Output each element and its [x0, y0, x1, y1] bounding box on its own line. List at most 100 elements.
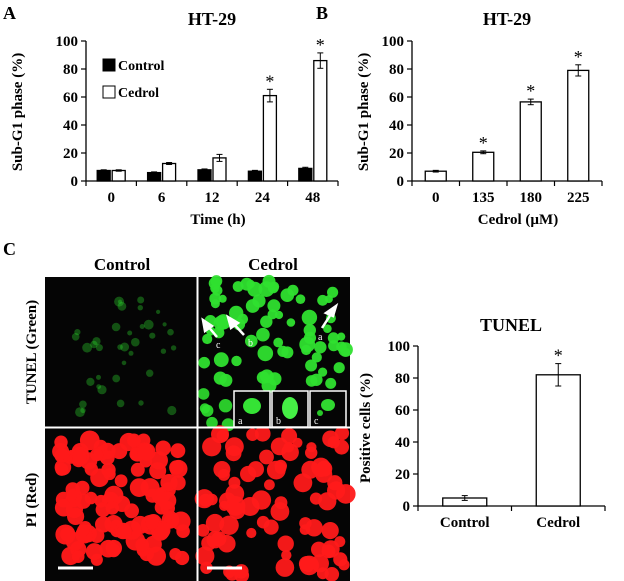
micro-row-label-pi: PI (Red) — [24, 473, 40, 528]
c0-ytick-label: 100 — [56, 34, 79, 50]
c1-significance-star: * — [574, 47, 583, 67]
cell — [74, 329, 81, 336]
cell — [196, 524, 210, 537]
cell — [156, 309, 161, 314]
cell — [314, 341, 327, 354]
chart-b-title: HT-29 — [483, 9, 531, 29]
c0-ytick-label: 0 — [71, 174, 79, 190]
cell — [170, 345, 177, 351]
cell — [171, 511, 191, 531]
cell — [303, 331, 317, 344]
chart-a-legend: Control Cedrol — [102, 58, 165, 101]
bar-c0-control-48 — [298, 167, 313, 182]
micro-col-header-control: Control — [94, 255, 151, 274]
panel-label-c: C — [3, 239, 16, 259]
cell — [175, 550, 190, 566]
cell — [295, 294, 306, 305]
c1-ytick-label: 20 — [389, 146, 404, 162]
cell — [198, 356, 210, 369]
cell — [130, 462, 145, 477]
chart-a-title: HT-29 — [188, 9, 236, 29]
c0-ytick-label: 40 — [63, 118, 78, 134]
cell — [232, 281, 244, 292]
cell — [79, 400, 87, 409]
cell — [264, 479, 275, 491]
cell — [218, 399, 233, 413]
cell — [137, 296, 145, 304]
c1-significance-star: * — [479, 133, 488, 153]
cell — [212, 285, 223, 296]
arrow-c-head — [201, 317, 215, 334]
cell — [325, 377, 337, 389]
cell — [85, 543, 103, 561]
cell — [286, 318, 296, 327]
cell — [256, 371, 270, 384]
chart-b-xlabel: Cedrol (µM) — [478, 212, 558, 228]
cell — [216, 429, 229, 442]
cell — [149, 332, 156, 339]
cell — [213, 352, 229, 368]
cell — [202, 333, 213, 345]
cell — [318, 367, 328, 377]
c0-xtick-label: 48 — [305, 190, 320, 206]
bar-c0-control-0 — [96, 169, 111, 182]
cell — [206, 531, 224, 549]
cell — [80, 407, 86, 414]
cell — [65, 532, 85, 551]
cell — [336, 341, 347, 353]
cell — [245, 299, 260, 313]
cell — [96, 384, 102, 389]
inset-c-cell — [321, 399, 335, 411]
cell — [146, 369, 154, 377]
c2-ytick-label: 60 — [395, 403, 410, 419]
cell — [97, 385, 107, 395]
c1-ytick-label: 80 — [389, 62, 404, 78]
cell — [281, 550, 292, 561]
cell — [336, 484, 356, 504]
cell — [138, 400, 144, 406]
cell — [131, 337, 140, 347]
c1-xtick-label: 180 — [520, 190, 543, 206]
cell — [170, 475, 186, 491]
bar-c0-cedrol-0 — [111, 169, 126, 182]
c0-xtick-label: 6 — [158, 190, 166, 206]
cell — [210, 299, 220, 309]
cell — [318, 492, 337, 511]
cell — [256, 327, 270, 342]
bar-c0-control-6 — [146, 171, 162, 182]
cell — [137, 442, 156, 461]
cell — [71, 550, 85, 563]
cell — [219, 500, 230, 511]
cell — [246, 527, 257, 539]
cell — [145, 516, 159, 530]
cell — [324, 295, 333, 304]
c2-xtick-label: Control — [440, 515, 490, 531]
cell — [237, 313, 249, 325]
c0-significance-star: * — [316, 35, 325, 55]
cell — [75, 493, 92, 509]
chart-c-title: TUNEL — [480, 315, 542, 335]
cell — [201, 404, 214, 417]
cell — [127, 330, 133, 336]
c0-xtick-label: 0 — [107, 190, 115, 206]
cell — [117, 299, 123, 304]
cell — [301, 309, 318, 326]
cell — [90, 448, 104, 462]
c2-xtick-label: Cedrol — [536, 515, 580, 531]
micro-col-header-cedrol: Cedrol — [248, 255, 298, 274]
cell — [245, 334, 258, 348]
cell — [337, 332, 346, 341]
cell — [143, 319, 154, 330]
cell — [254, 425, 271, 442]
cell — [135, 538, 150, 552]
cell — [52, 443, 70, 460]
cell — [311, 352, 322, 363]
cell — [117, 524, 132, 539]
c2-ytick-label: 0 — [403, 499, 411, 515]
inset-label-a: a — [238, 416, 243, 427]
cell — [240, 497, 260, 516]
arrow-label-b: b — [248, 338, 253, 349]
cell — [217, 468, 230, 481]
cell — [105, 501, 120, 515]
cell — [75, 480, 90, 495]
